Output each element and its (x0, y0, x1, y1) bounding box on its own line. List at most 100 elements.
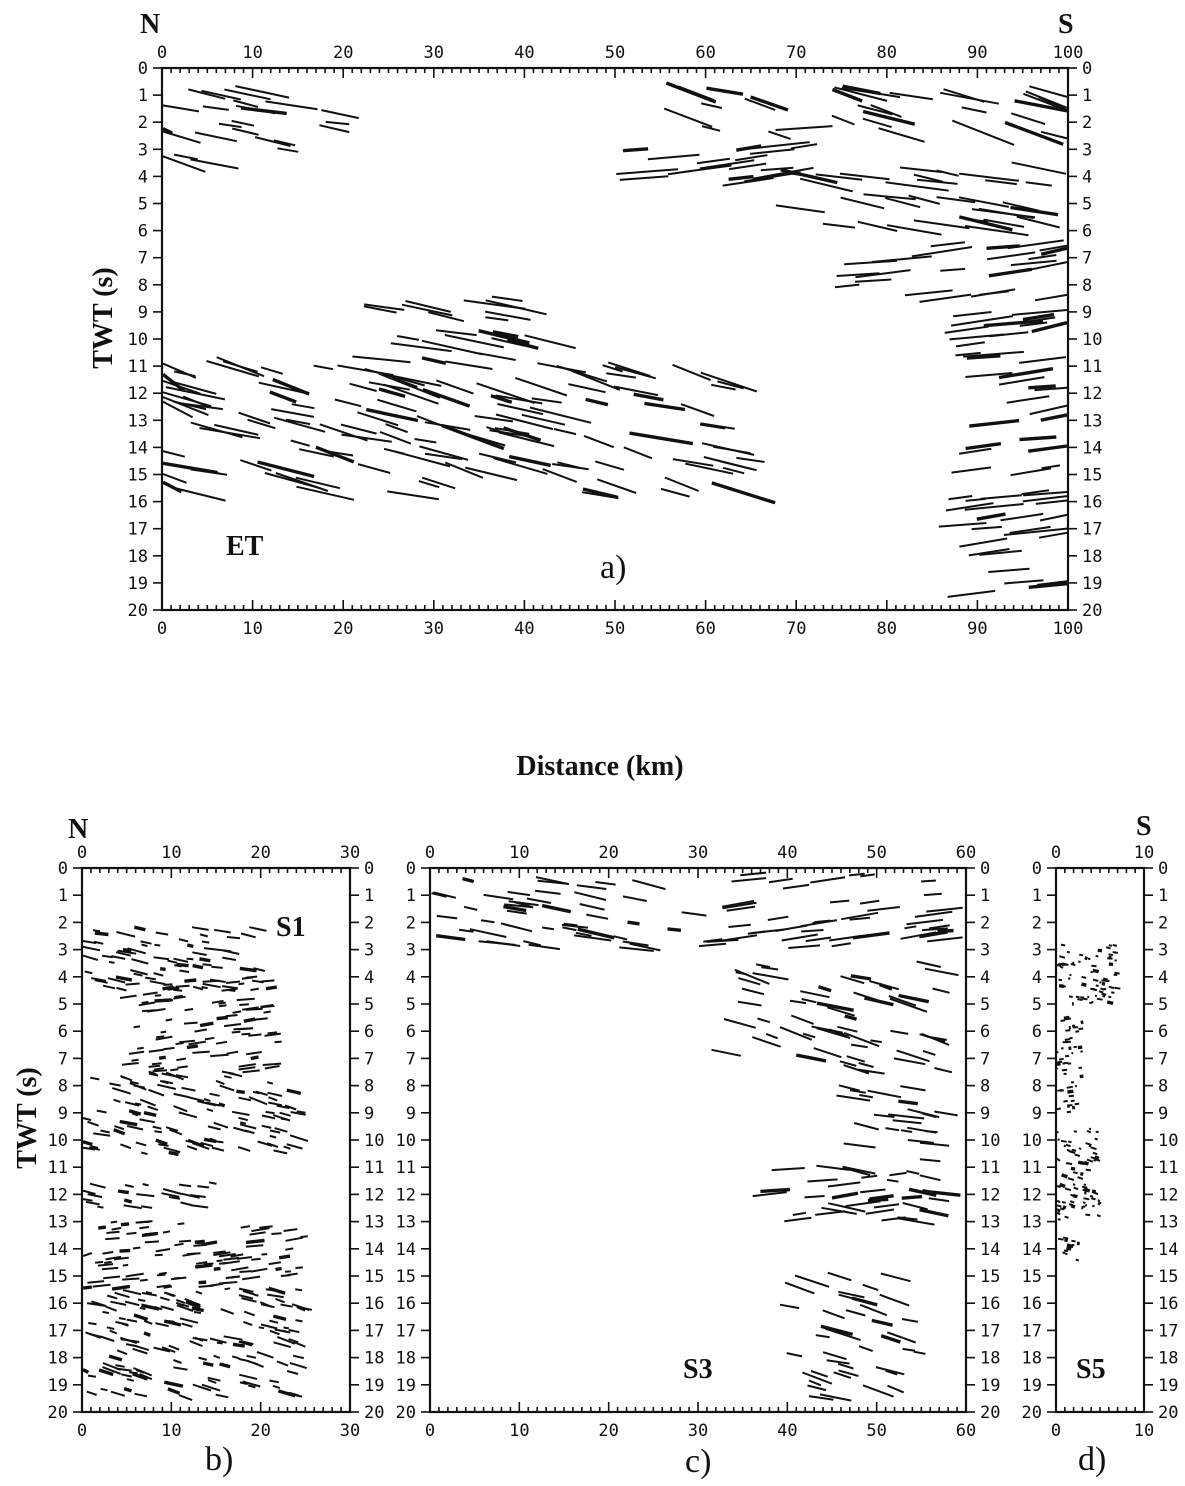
reflector-segment (921, 879, 936, 883)
x-tick-label-bottom: 0 (1051, 1421, 1061, 1441)
reflector-segment (711, 481, 776, 505)
reflector-segment (123, 1198, 133, 1204)
reflector-segment (163, 1146, 181, 1154)
x-tick-label-top: 40 (777, 843, 797, 863)
reflector-segment (218, 1102, 226, 1108)
reflector-segment (110, 1390, 126, 1397)
reflector-segment (1061, 1201, 1066, 1204)
reflector-segment (1041, 464, 1061, 470)
reflector-segment (860, 1188, 886, 1194)
reflector-segment (230, 1253, 244, 1258)
reflector-segment (529, 406, 592, 424)
reflector-segment (614, 366, 657, 380)
reflector-segment (220, 1308, 235, 1315)
reflector-segment (239, 966, 257, 973)
reflector-segment (465, 466, 518, 482)
y-tick-label-right: 17 (980, 1321, 1000, 1341)
reflector-segment (155, 1035, 165, 1039)
reflector-segment (168, 1150, 179, 1157)
reflector-segment (886, 1331, 917, 1344)
x-tick-label-top: 10 (509, 843, 529, 863)
reflector-segment (213, 1266, 221, 1271)
y-tick-label-right: 12 (1158, 1185, 1178, 1205)
y-tick-label-left: 20 (128, 601, 148, 621)
reflector-segment (740, 871, 767, 877)
reflector-segment (116, 986, 127, 992)
reflector-segment (122, 1277, 140, 1281)
reflector-segment (731, 877, 767, 883)
reflector-segment (435, 934, 466, 942)
reflector-segment (268, 1101, 283, 1107)
reflector-segment (889, 1171, 907, 1177)
reflector-segment (112, 1087, 132, 1095)
reflector-segment (819, 1393, 852, 1402)
reflector-segment (1070, 1166, 1076, 1171)
panel-b-compass-north: N (68, 814, 88, 845)
reflector-segment (553, 428, 577, 436)
panel-a-frame (160, 66, 1070, 612)
reflector-segment (930, 241, 966, 248)
reflector-segment (870, 104, 902, 118)
reflector-segment (259, 1225, 273, 1229)
reflector-segment (794, 1274, 830, 1288)
reflector-segment (780, 168, 838, 185)
y-tick-label-right: 4 (364, 968, 374, 988)
reflector-segment (811, 1025, 843, 1034)
y-tick-label-left: 12 (128, 384, 148, 404)
reflector-segment (1037, 580, 1068, 586)
reflector-segment (582, 487, 619, 500)
reflector-segment (188, 1096, 205, 1103)
reflector-segment (827, 1181, 861, 1188)
reflector-segment (808, 1379, 822, 1387)
reflector-segment (700, 422, 735, 430)
y-tick-label-left: 4 (58, 968, 68, 988)
reflector-segment (162, 473, 187, 484)
reflector-segment (202, 963, 212, 967)
reflector-segment (158, 1143, 169, 1147)
panel-c-letter: c) (685, 1443, 711, 1480)
y-tick-label-right: 10 (980, 1131, 1000, 1151)
reflector-segment (734, 968, 770, 985)
reflector-segment (236, 1089, 246, 1095)
reflector-segment (155, 931, 169, 936)
reflector-segment (235, 104, 276, 115)
reflector-segment (256, 1351, 274, 1359)
reflector-segment (211, 999, 224, 1004)
reflector-segment (958, 447, 992, 455)
reflector-segment (191, 1142, 210, 1150)
reflector-segment (154, 943, 161, 947)
reflector-segment (789, 999, 807, 1005)
reflector-segment (493, 457, 548, 475)
reflector-segment (215, 1040, 228, 1045)
panel-d-compass-south: S (1136, 811, 1152, 842)
reflector-segment (151, 1062, 162, 1066)
reflector-segment (242, 1006, 259, 1011)
x-tick-label-top: 60 (956, 843, 976, 863)
y-tick-label-right: 7 (980, 1049, 990, 1069)
reflector-segment (885, 1369, 898, 1376)
reflector-segment (581, 491, 619, 500)
reflector-segment (523, 940, 542, 947)
reflector-segment (869, 980, 900, 991)
x-tick-label-bottom: 100 (1053, 619, 1084, 639)
reflector-segment (862, 117, 892, 129)
reflector-segment (703, 938, 723, 943)
reflector-segment (1058, 978, 1063, 982)
y-tick-label-left: 0 (1032, 859, 1042, 879)
reflector-segment (1034, 293, 1068, 302)
reflector-segment (190, 1204, 209, 1209)
reflector-segment (1064, 1252, 1068, 1256)
reflector-segment (1039, 244, 1068, 252)
reflector-segment (168, 1196, 181, 1200)
reflector-segment (813, 1047, 842, 1059)
x-tick-label-top: 50 (866, 843, 886, 863)
reflector-segment (815, 1210, 846, 1216)
reflector-segment (239, 1003, 249, 1006)
reflector-segment (231, 1266, 249, 1272)
reflector-segment (126, 1125, 144, 1131)
reflector-segment (983, 218, 1025, 228)
reflector-segment (193, 1311, 202, 1314)
reflector-segment (184, 1297, 201, 1306)
y-tick-label-left: 11 (48, 1158, 68, 1178)
reflector-segment (86, 1390, 98, 1396)
